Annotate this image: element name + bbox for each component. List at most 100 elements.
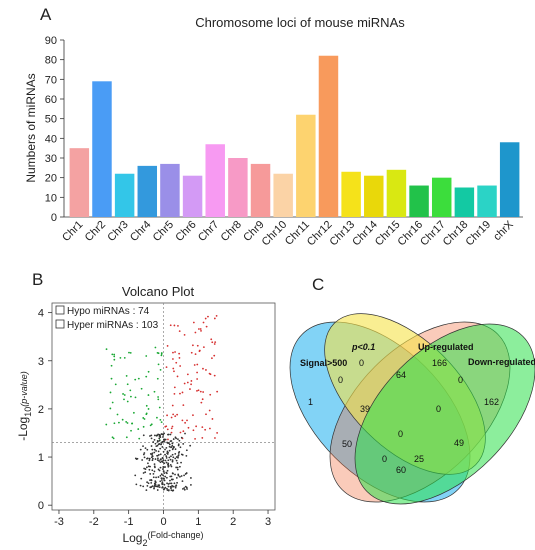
volcano-point-hyper bbox=[210, 338, 213, 341]
volcano-point-ns bbox=[171, 472, 174, 475]
volcano-point-hyper bbox=[208, 409, 211, 412]
volcano-point-ns bbox=[183, 488, 186, 491]
volcano-point-ns bbox=[162, 433, 164, 436]
volcano-point-hyper bbox=[211, 341, 214, 344]
volcano-point-hyper bbox=[205, 369, 207, 371]
volcano-point-ns bbox=[175, 477, 178, 479]
volcano-point-ns bbox=[165, 455, 168, 458]
volcano-point-hyper bbox=[201, 426, 204, 429]
volcano-point-hyper bbox=[211, 418, 214, 420]
volcano-legend: Hypo miRNAs : 74 Hyper miRNAs : 103 bbox=[55, 305, 159, 331]
volcano-point-ns bbox=[155, 476, 157, 479]
venn-region-signal-only: 1 bbox=[308, 397, 313, 407]
volcano-points bbox=[105, 314, 219, 492]
bar-chart-x-tick-label: Chr12 bbox=[305, 219, 335, 249]
volcano-point-hyper bbox=[176, 413, 179, 416]
volcano-point-ns bbox=[172, 485, 175, 488]
venn-region-signal-p-up: 39 bbox=[360, 404, 370, 414]
volcano-point-ns bbox=[164, 448, 166, 451]
volcano-point-ns bbox=[174, 448, 177, 451]
volcano-point-ns bbox=[165, 476, 168, 479]
volcano-point-hyper bbox=[179, 365, 182, 367]
volcano-point-hypo bbox=[128, 351, 130, 354]
volcano-point-hyper bbox=[191, 344, 194, 347]
volcano-point-ns bbox=[177, 473, 180, 476]
bar-chart-x-tick-label: Chr10 bbox=[260, 219, 290, 249]
volcano-point-hyper bbox=[172, 367, 175, 370]
bar-chart-y-tick-label: 60 bbox=[45, 94, 57, 106]
volcano-ylabel-sub: 10 bbox=[23, 407, 33, 417]
volcano-point-ns bbox=[175, 459, 178, 462]
volcano-point-ns bbox=[158, 437, 161, 440]
volcano-point-ns bbox=[159, 474, 162, 477]
volcano-y-tick-label: 3 bbox=[38, 356, 44, 368]
volcano-point-ns bbox=[158, 435, 161, 437]
venn-region-signal-p: 0 bbox=[359, 358, 364, 368]
volcano-point-ns bbox=[162, 459, 165, 462]
volcano-ylabel-sup: (p-value) bbox=[19, 371, 29, 407]
volcano-point-hyper bbox=[186, 381, 189, 384]
volcano-point-hyper bbox=[178, 352, 181, 355]
volcano-point-hyper bbox=[194, 437, 196, 440]
volcano-point-ns bbox=[173, 446, 175, 449]
volcano-point-ns bbox=[143, 452, 146, 454]
volcano-point-ns bbox=[151, 452, 154, 455]
volcano-point-hyper bbox=[213, 354, 216, 357]
volcano-point-ns bbox=[175, 437, 178, 440]
volcano-point-hypo bbox=[132, 411, 135, 414]
volcano-point-hypo bbox=[160, 354, 163, 357]
volcano-point-hyper bbox=[207, 315, 209, 318]
volcano-point-ns bbox=[162, 470, 165, 472]
bar-chart-axes: 0 10 20 30 40 50 60 70 80 90 bbox=[45, 35, 523, 224]
volcano-point-ns bbox=[153, 434, 156, 437]
volcano-x-tick-label: -3 bbox=[54, 516, 64, 528]
volcano-point-ns bbox=[166, 487, 168, 490]
bar-chr2 bbox=[92, 81, 112, 217]
volcano-point-ns bbox=[153, 486, 156, 488]
volcano-point-hyper bbox=[209, 393, 212, 396]
volcano-point-ns bbox=[151, 448, 154, 451]
volcano-point-hypo bbox=[142, 417, 145, 419]
volcano-point-ns bbox=[150, 434, 153, 437]
volcano-point-ns bbox=[146, 448, 149, 451]
volcano-point-ns bbox=[173, 482, 176, 485]
volcano-point-ns bbox=[159, 447, 162, 450]
volcano-point-hyper bbox=[190, 380, 193, 382]
volcano-point-hypo bbox=[105, 348, 108, 351]
volcano-point-hypo bbox=[140, 387, 143, 390]
volcano-point-ns bbox=[190, 484, 192, 486]
volcano-point-ns bbox=[171, 448, 174, 451]
volcano-point-ns bbox=[181, 480, 184, 483]
volcano-point-ns bbox=[167, 433, 169, 436]
volcano-point-hyper bbox=[166, 345, 169, 347]
volcano-point-hyper bbox=[201, 437, 204, 439]
volcano-point-ns bbox=[183, 487, 186, 489]
volcano-point-hyper bbox=[199, 328, 202, 330]
volcano-point-ns bbox=[169, 433, 172, 436]
volcano-point-ns bbox=[163, 483, 166, 486]
volcano-point-ns bbox=[167, 462, 170, 465]
volcano-point-ns bbox=[149, 453, 152, 455]
volcano-point-ns bbox=[176, 468, 179, 471]
volcano-point-ns bbox=[163, 477, 165, 480]
venn-label-down: Down-regulated bbox=[468, 357, 535, 367]
volcano-point-ns bbox=[167, 485, 170, 488]
volcano-point-ns bbox=[170, 487, 172, 490]
bar-chr18 bbox=[454, 187, 475, 217]
volcano-point-hypo bbox=[159, 418, 162, 421]
volcano-ticks: -3 -2 -1 0 1 2 3 0 1 2 3 4 bbox=[38, 308, 271, 528]
volcano-point-hyper bbox=[195, 425, 198, 428]
volcano-point-ns bbox=[153, 438, 156, 441]
volcano-point-hypo bbox=[134, 396, 137, 399]
volcano-point-hypo bbox=[111, 401, 114, 404]
volcano-point-ns bbox=[161, 441, 163, 444]
volcano-point-ns bbox=[152, 476, 155, 479]
volcano-point-hyper bbox=[171, 404, 174, 407]
volcano-x-tick-label: 0 bbox=[160, 516, 166, 528]
volcano-point-hypo bbox=[137, 428, 140, 430]
bar-chart-x-tick-label: Chr6 bbox=[173, 219, 198, 244]
volcano-point-ns bbox=[158, 469, 161, 472]
volcano-point-ns bbox=[168, 456, 171, 459]
volcano-point-ns bbox=[160, 460, 163, 463]
volcano-point-ns bbox=[159, 453, 162, 456]
